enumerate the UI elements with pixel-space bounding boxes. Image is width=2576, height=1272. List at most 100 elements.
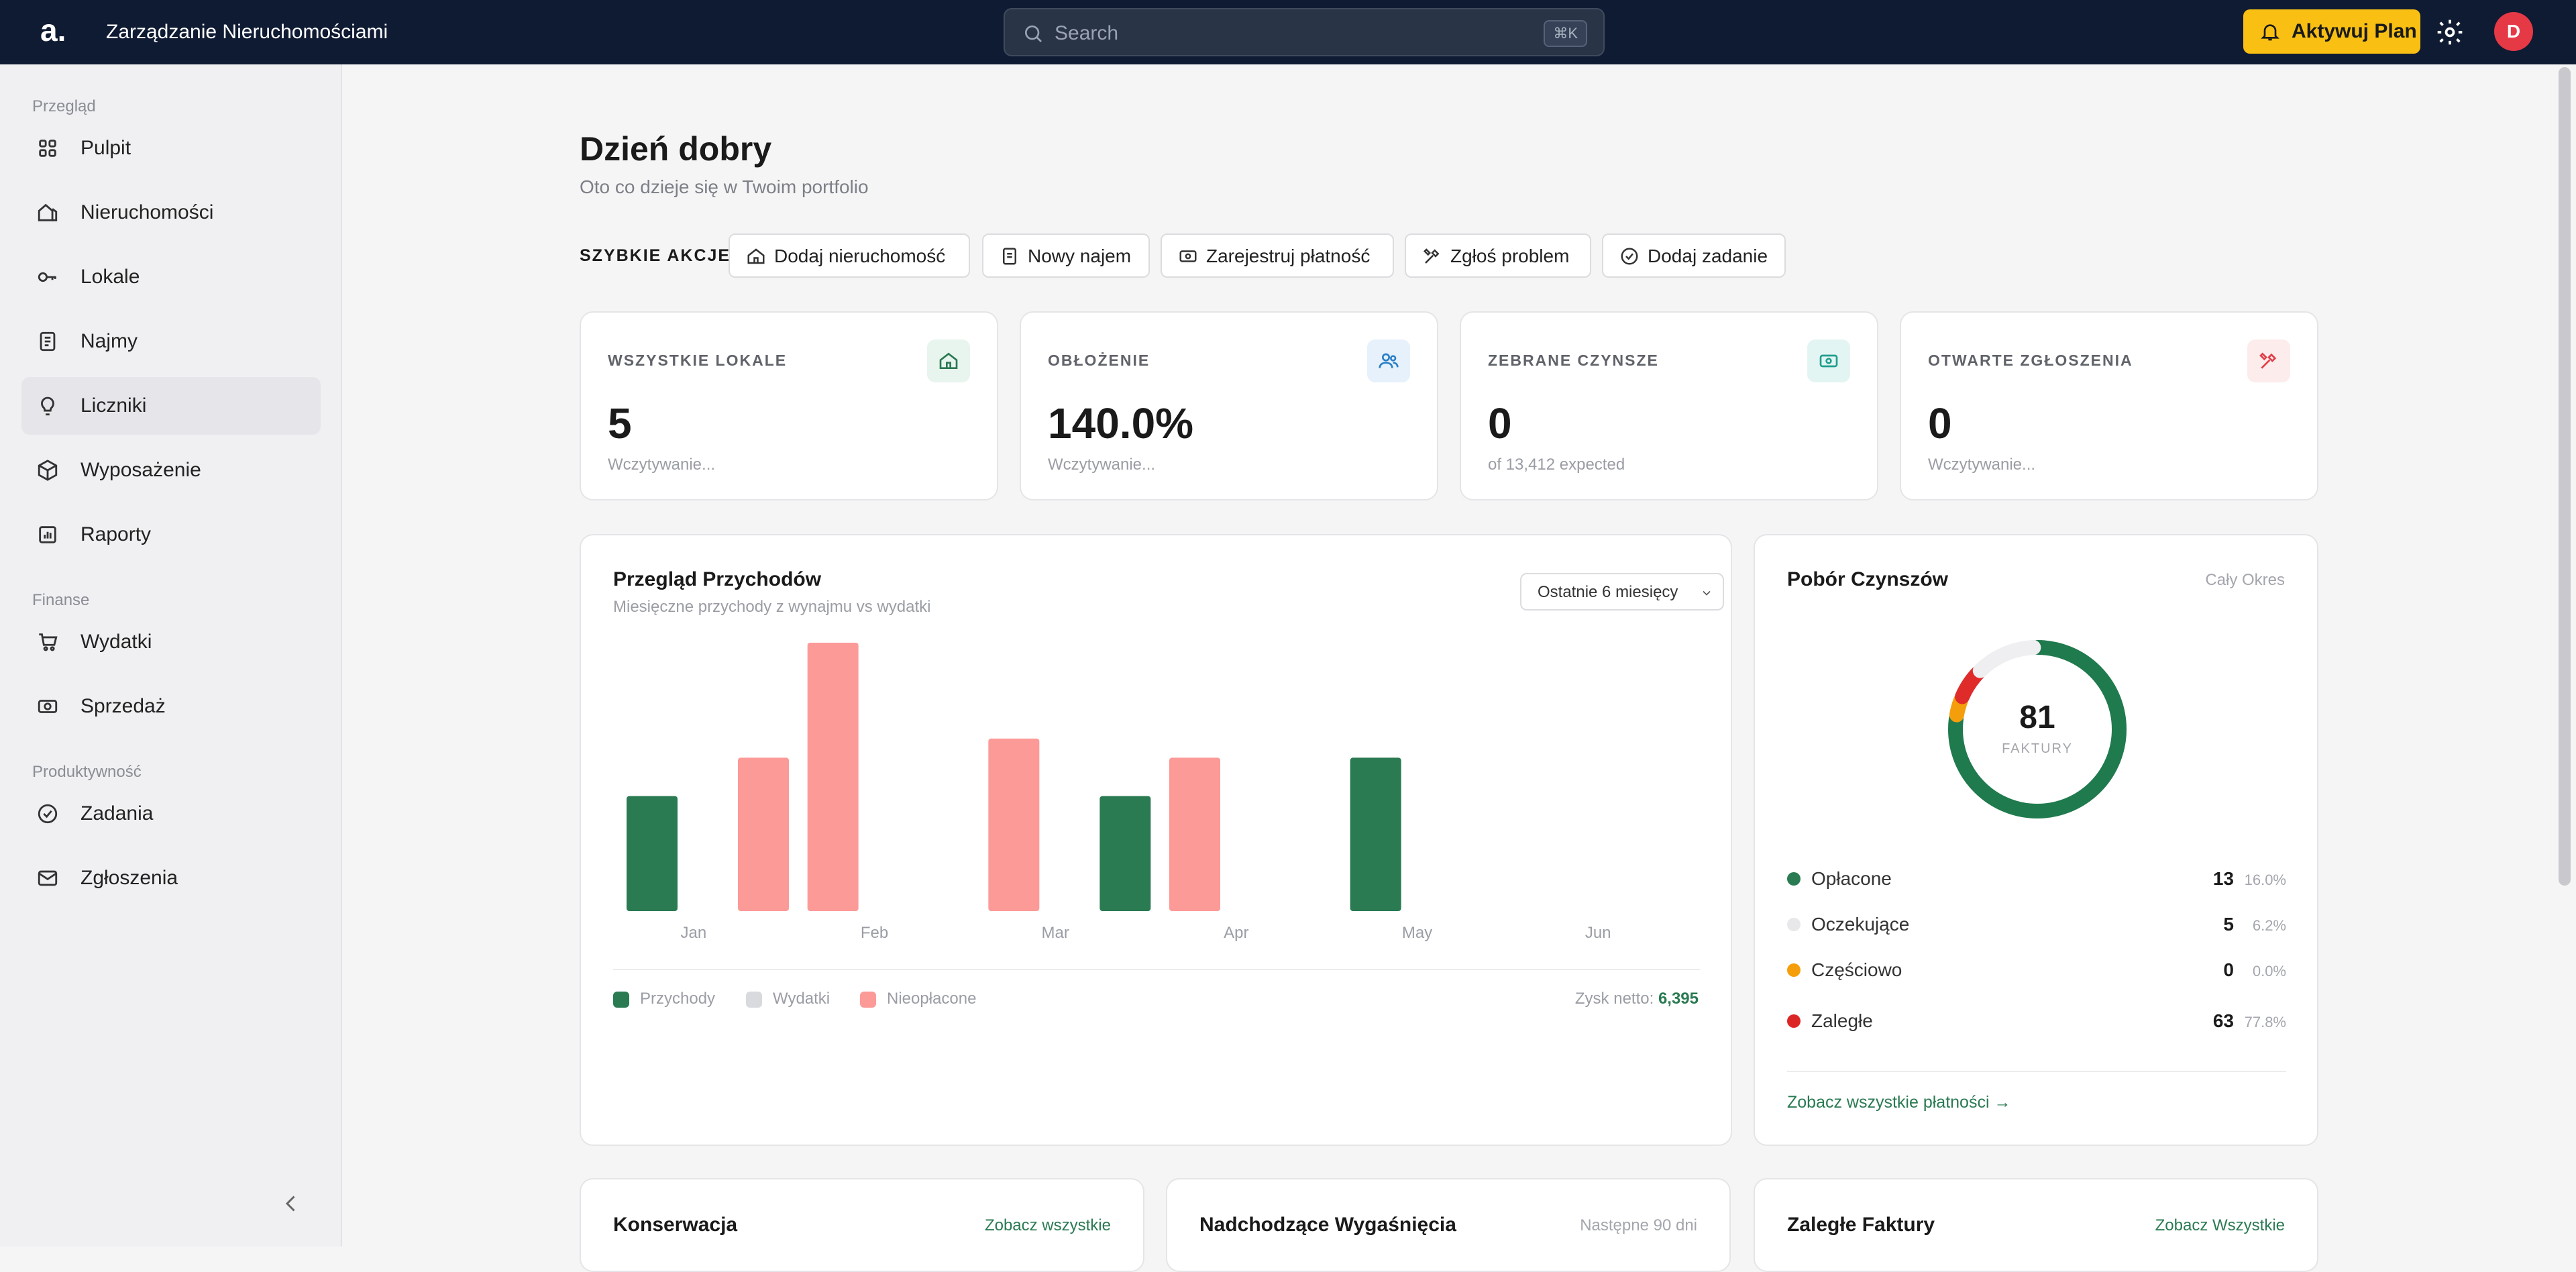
- add-task-label: Dodaj zadanie: [1648, 246, 1768, 266]
- sidebar-item-pulpit[interactable]: Pulpit: [21, 119, 321, 177]
- activate-plan-button[interactable]: Aktywuj Plan: [2243, 9, 2420, 54]
- sidebar-item-label: Wyposażenie: [80, 459, 201, 481]
- stat-card-occupancy[interactable]: OBŁOŻENIE 140.0% Wczytywanie...: [1020, 311, 1438, 500]
- x-tick-label: Jun: [1585, 924, 1611, 942]
- user-avatar[interactable]: D: [2494, 12, 2533, 51]
- bar-nieopłacone-mar[interactable]: [988, 738, 1040, 911]
- sidebar-item-label: Raporty: [80, 523, 152, 545]
- row-percent: 6.2%: [2252, 917, 2286, 934]
- row-label: Częściowo: [1811, 959, 1902, 980]
- sidebar-item-label: Liczniki: [80, 394, 147, 417]
- legend-income: Przychody: [613, 989, 734, 1009]
- revenue-title: Przegląd Przychodów: [613, 568, 822, 590]
- sidebar-item-zadania[interactable]: Zadania: [21, 785, 321, 843]
- maintenance-card: Konserwacja Zobacz wszystkie: [580, 1178, 1144, 1272]
- chart-divider: [613, 969, 1700, 970]
- search-input[interactable]: Search ⌘K: [1004, 8, 1605, 56]
- stat-title: ZEBRANE CZYNSZE: [1488, 352, 1659, 369]
- collection-title: Pobór Czynszów: [1787, 568, 1949, 590]
- sidebar-item-raporty[interactable]: Raporty: [21, 506, 321, 564]
- bar-nieopłacone-jan[interactable]: [738, 757, 789, 911]
- legend-expenses: Wydatki: [746, 989, 853, 1009]
- top-bar: a. Zarządzanie Nieruchomościami Search ⌘…: [0, 0, 2576, 64]
- maintenance-view-all-link[interactable]: Zobacz wszystkie: [984, 1216, 1111, 1234]
- collection-row-pending: Oczekujące 5 6.2%: [1787, 911, 2286, 938]
- x-tick-label: Apr: [1224, 924, 1248, 942]
- sidebar-item-wydatki[interactable]: Wydatki: [21, 613, 321, 671]
- sidebar-item-label: Wydatki: [80, 631, 152, 653]
- cash-icon: [38, 700, 58, 713]
- x-tick-label: Feb: [861, 924, 888, 942]
- row-label: Oczekujące: [1811, 914, 1910, 935]
- status-dot: [1787, 963, 1801, 977]
- overdue-invoices-card: Zaległe Faktury Zobacz Wszystkie: [1754, 1178, 2318, 1272]
- status-dot: [1787, 1014, 1801, 1028]
- donut-total: 81: [2019, 700, 2055, 735]
- page-title: Dzień dobry: [580, 130, 772, 168]
- sidebar-item-sprzedaz[interactable]: Sprzedaż: [21, 678, 321, 735]
- sidebar-item-label: Nieruchomości: [80, 201, 214, 223]
- donut-total-label: FAKTURY: [2002, 741, 2073, 756]
- sidebar-item-label: Sprzedaż: [80, 695, 166, 717]
- row-label: Zaległe: [1811, 1010, 1873, 1031]
- mail-icon: [38, 870, 58, 886]
- banknote-icon: [1179, 250, 1197, 262]
- x-tick-label: Jan: [680, 924, 706, 942]
- sidebar-item-liczniki[interactable]: Liczniki: [21, 377, 321, 435]
- bar-nieopłacone-apr[interactable]: [1169, 757, 1220, 911]
- range-select-value: Ostatnie 6 miesięcy: [1538, 583, 1678, 601]
- view-all-payments-link[interactable]: Zobacz wszystkie płatności →: [1787, 1093, 2011, 1112]
- sidebar-item-najmy[interactable]: Najmy: [21, 313, 321, 370]
- sidebar-item-wyposazenie[interactable]: Wyposażenie: [21, 441, 321, 499]
- sidebar-item-label: Lokale: [80, 266, 140, 288]
- new-lease-label: Nowy najem: [1028, 246, 1132, 266]
- stat-card-units[interactable]: WSZYSTKIE LOKALE 5 Wczytywanie...: [580, 311, 998, 500]
- check-circle-icon: [1621, 248, 1638, 265]
- box-icon: [38, 460, 58, 481]
- bar-nieopłacone-feb[interactable]: [807, 643, 859, 911]
- sidebar-item-nieruchomosci[interactable]: Nieruchomości: [21, 184, 321, 242]
- sidebar-section-productivity: Produktywność: [32, 763, 142, 781]
- add-property-label: Dodaj nieruchomość: [774, 246, 946, 266]
- add-task-button[interactable]: Dodaj zadanie: [1602, 233, 1786, 278]
- bar-przychody-may[interactable]: [1350, 757, 1401, 911]
- stat-card-rent-collected[interactable]: ZEBRANE CZYNSZE 0 of 13,412 expected: [1460, 311, 1878, 500]
- new-lease-button[interactable]: Nowy najem: [982, 233, 1150, 278]
- sidebar-item-zgloszenia[interactable]: Zgłoszenia: [21, 849, 321, 907]
- revenue-bar-chart: Jan Feb Mar Apr May Jun: [627, 643, 1611, 942]
- row-count: 0: [2223, 959, 2234, 980]
- add-property-button[interactable]: Dodaj nieruchomość: [729, 233, 970, 278]
- stat-title: WSZYSTKIE LOKALE: [608, 352, 788, 369]
- x-tick-label: May: [1402, 924, 1432, 942]
- search-shortcut: ⌘K: [1544, 20, 1587, 47]
- search-placeholder: Search: [1055, 22, 1119, 44]
- sidebar-item-lokale[interactable]: Lokale: [21, 248, 321, 306]
- collapse-sidebar-icon[interactable]: [279, 1191, 303, 1216]
- revenue-subtitle: Miesięczne przychody z wynajmu vs wydatk…: [613, 598, 931, 616]
- bar-przychody-mar[interactable]: [1099, 796, 1151, 911]
- maintenance-title: Konserwacja: [613, 1214, 738, 1236]
- overdue-invoices-view-all-link[interactable]: Zobacz Wszystkie: [2155, 1216, 2285, 1234]
- status-dot: [1787, 918, 1801, 931]
- sidebar-section-overview: Przegląd: [32, 97, 96, 115]
- sidebar-section-finance: Finanse: [32, 591, 90, 609]
- stat-subtext: of 13,412 expected: [1488, 456, 1625, 474]
- collection-row-paid: Opłacone 13 16.0%: [1787, 865, 2286, 892]
- revenue-overview-card: Przegląd Przychodów Miesięczne przychody…: [580, 534, 1732, 1146]
- register-payment-button[interactable]: Zarejestruj płatność: [1161, 233, 1394, 278]
- app-logo[interactable]: a.: [40, 13, 66, 48]
- stat-subtext: Wczytywanie...: [1928, 456, 2036, 474]
- collection-row-overdue: Zaległe 63 77.8%: [1787, 1008, 2286, 1035]
- report-issue-button[interactable]: Zgłoś problem: [1405, 233, 1591, 278]
- collection-period: Cały Okres: [2205, 571, 2285, 589]
- building-icon: [38, 203, 58, 221]
- expirations-card: Nadchodzące Wygaśnięcia Następne 90 dni: [1166, 1178, 1731, 1272]
- range-select[interactable]: Ostatnie 6 miesięcy: [1520, 573, 1724, 611]
- bar-przychody-jan[interactable]: [627, 796, 678, 911]
- legend-unpaid: Nieopłacone: [860, 989, 1008, 1009]
- page-scrollbar[interactable]: [2559, 67, 2571, 886]
- donut-segment-paid[interactable]: [1948, 640, 2127, 818]
- stat-card-open-issues[interactable]: OTWARTE ZGŁOSZENIA 0 Wczytywanie...: [1900, 311, 2318, 500]
- row-count: 13: [2212, 868, 2234, 889]
- gear-icon[interactable]: [2435, 17, 2465, 47]
